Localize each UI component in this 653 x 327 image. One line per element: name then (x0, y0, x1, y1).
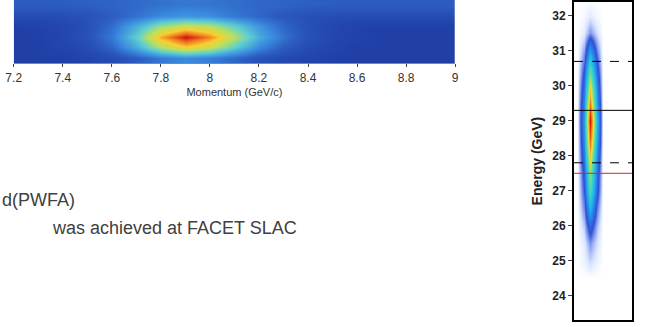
svg-text:d(PWFA): d(PWFA) (2, 190, 75, 210)
svg-text:8.4: 8.4 (300, 71, 317, 85)
svg-text:30: 30 (552, 79, 566, 93)
svg-text:25: 25 (552, 254, 566, 268)
svg-text:9: 9 (452, 71, 459, 85)
svg-text:8: 8 (207, 71, 214, 85)
svg-text:7.4: 7.4 (54, 71, 71, 85)
svg-text:8.2: 8.2 (251, 71, 268, 85)
svg-text:8.6: 8.6 (349, 71, 366, 85)
svg-text:31: 31 (552, 44, 566, 58)
svg-text:Energy (GeV): Energy (GeV) (529, 117, 545, 206)
svg-text:7.8: 7.8 (153, 71, 170, 85)
svg-text:7.2: 7.2 (5, 71, 22, 85)
svg-text:was achieved at FACET SLAC: was achieved at FACET SLAC (52, 218, 297, 238)
svg-text:26: 26 (552, 219, 566, 233)
svg-text:24: 24 (552, 289, 566, 303)
svg-text:32: 32 (552, 9, 566, 23)
svg-text:29: 29 (552, 114, 566, 128)
svg-text:Momentum (GeV/c): Momentum (GeV/c) (186, 86, 282, 98)
svg-text:8.8: 8.8 (398, 71, 415, 85)
svg-text:27: 27 (552, 184, 566, 198)
svg-text:28: 28 (552, 149, 566, 163)
svg-text:7.6: 7.6 (103, 71, 120, 85)
